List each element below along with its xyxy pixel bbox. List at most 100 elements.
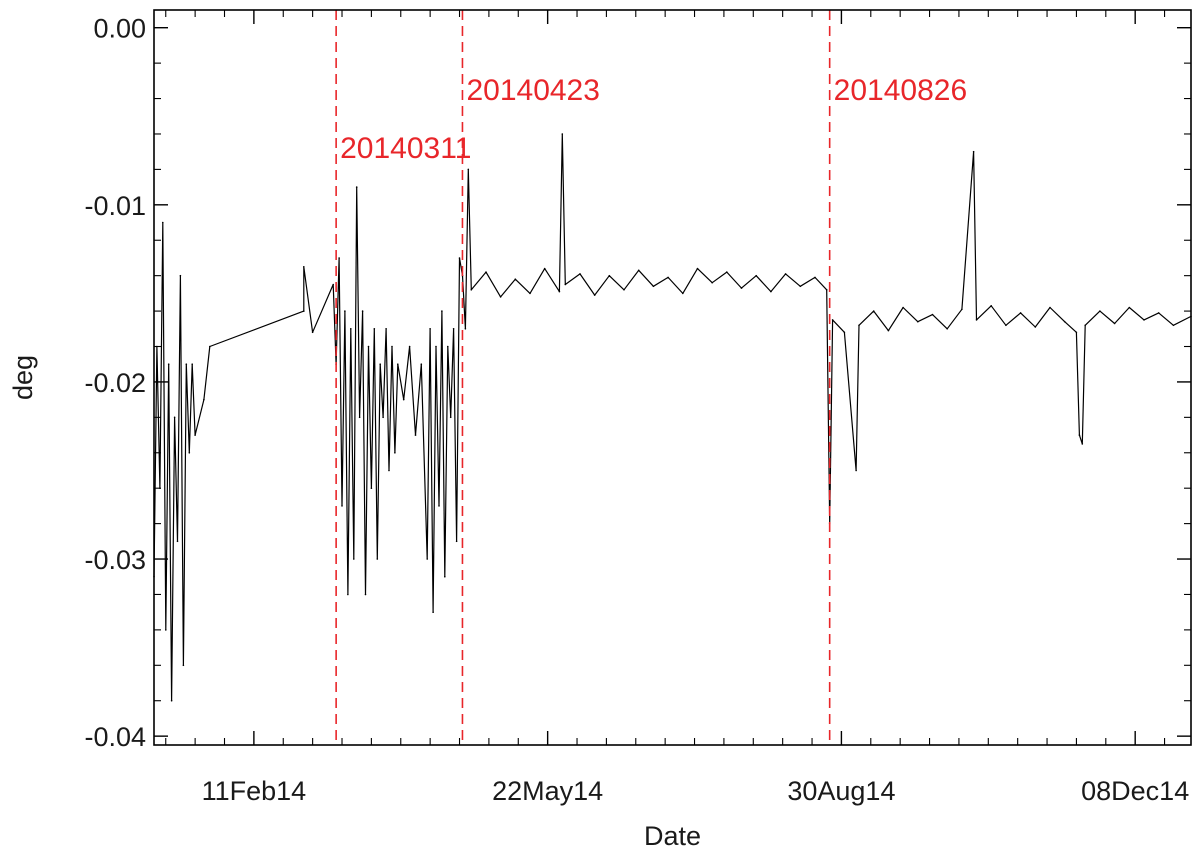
data-point: [382, 416, 384, 419]
data-point: [420, 363, 423, 366]
data-point: [194, 434, 196, 436]
x-tick-label: 08Dec14: [1081, 776, 1189, 806]
y-tick-label: -0.04: [84, 722, 146, 752]
tick-label-layer: 0.00 -0.01 -0.02 -0.03 -0.04 11Feb14 22May14 30…: [84, 14, 1189, 806]
data-point: [843, 331, 846, 334]
data-point: [917, 320, 919, 323]
data-point: [332, 283, 335, 286]
data-point: [543, 267, 546, 270]
y-tick-label: 0.00: [93, 14, 146, 44]
data-point: [353, 558, 355, 560]
data-point: [1078, 434, 1081, 436]
data-point: [1128, 306, 1131, 309]
data-point: [376, 558, 379, 560]
data-point: [975, 319, 978, 321]
data-point: [623, 289, 625, 291]
reference-line-label: 20140311: [340, 132, 471, 165]
data-point: [408, 345, 411, 348]
x-tick-label: 30Aug14: [787, 776, 895, 806]
data-point: [755, 274, 757, 277]
data-point: [887, 329, 890, 332]
data-point: [1172, 324, 1175, 327]
data-point: [350, 328, 352, 330]
series-layer: [153, 133, 1192, 702]
data-point: [1113, 322, 1116, 325]
data-point: [167, 363, 170, 366]
data-point: [170, 699, 173, 702]
series-line-0: [153, 133, 1192, 702]
data-point: [470, 289, 473, 291]
y-tick-label: -0.01: [84, 191, 146, 221]
data-point: [449, 416, 452, 419]
data-point: [740, 287, 743, 289]
data-point: [931, 313, 934, 316]
y-tick-label: -0.02: [84, 368, 146, 398]
data-point: [1157, 312, 1160, 314]
data-point: [499, 296, 502, 298]
data-point: [311, 331, 314, 334]
data-point: [1034, 326, 1037, 328]
data-point: [402, 398, 405, 401]
data-point: [338, 257, 340, 259]
data-point: [355, 186, 358, 188]
data-point: [341, 505, 343, 507]
data-point: [344, 310, 346, 312]
data-point: [825, 289, 828, 291]
data-point: [1143, 319, 1145, 321]
data-point: [1005, 324, 1007, 327]
data-point: [1049, 306, 1051, 309]
data-point: [455, 540, 458, 543]
data-point: [397, 363, 399, 366]
data-point: [394, 452, 396, 454]
data-point: [564, 283, 567, 286]
plot-frame: [153, 9, 1192, 746]
data-point: [711, 281, 713, 284]
data-point: [162, 221, 164, 224]
data-point: [182, 664, 185, 667]
data-point: [191, 363, 193, 366]
data-point: [608, 274, 611, 277]
data-point: [902, 306, 904, 309]
data-point: [370, 487, 373, 490]
data-point: [165, 629, 167, 631]
data-point: [176, 540, 179, 543]
data-point: [561, 133, 564, 135]
data-point: [972, 150, 975, 153]
data-point: [667, 276, 669, 279]
y-axis-label: deg: [8, 355, 38, 400]
data-point: [784, 273, 787, 275]
data-point: [367, 345, 370, 348]
data-point: [872, 310, 875, 312]
data-point: [579, 273, 581, 275]
data-point: [358, 416, 361, 419]
data-point: [429, 328, 431, 330]
data-point: [414, 434, 417, 436]
data-point: [391, 345, 393, 348]
data-point: [347, 593, 349, 596]
data-point: [361, 310, 364, 312]
data-point: [637, 269, 640, 272]
vline-layer: 20140311 20140423 20140826: [335, 10, 967, 745]
x-tick-label: 11Feb14: [202, 776, 307, 806]
x-tick-label: 22May14: [492, 776, 603, 806]
data-point: [696, 267, 699, 270]
data-point: [444, 575, 446, 578]
data-point: [303, 310, 305, 312]
data-point: [452, 328, 455, 330]
data-point: [432, 611, 434, 613]
y-tick-label: -0.03: [84, 545, 146, 575]
x-axis-label: Date: [644, 821, 701, 851]
tick-layer: [154, 10, 1191, 745]
data-point: [364, 593, 367, 596]
data-point: [990, 305, 992, 307]
data-point: [1063, 320, 1066, 323]
data-point: [173, 416, 176, 419]
data-point: [441, 310, 443, 312]
data-point: [831, 319, 834, 321]
data-point: [447, 345, 449, 348]
data-point: [467, 168, 470, 171]
data-point: [855, 469, 857, 472]
data-point: [179, 274, 182, 277]
data-point: [946, 328, 948, 330]
